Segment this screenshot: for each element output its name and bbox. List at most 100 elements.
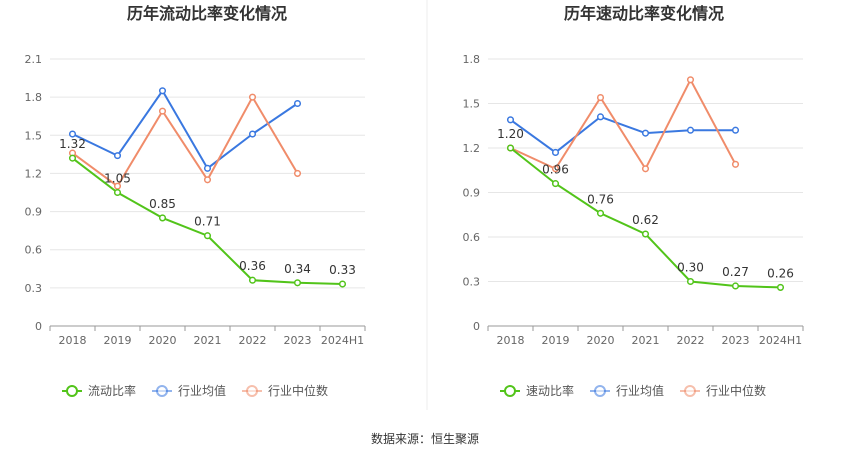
- x-tick-label: 2024H1: [321, 334, 364, 347]
- y-tick-label: 1.2: [25, 167, 43, 180]
- source-note: 数据来源：恒生聚源: [371, 431, 479, 446]
- y-tick-label: 0.6: [463, 231, 481, 244]
- current-ratio-point: [338, 280, 347, 288]
- industry-mean-legend-marker: [594, 385, 606, 397]
- industry-mean-line: [72, 88, 299, 170]
- data-label: 1.05: [104, 172, 131, 186]
- industry-mean-point: [686, 126, 695, 134]
- y-tick-label: 2.1: [25, 53, 43, 66]
- x-tick-label: 2019: [542, 334, 570, 347]
- data-label: 0.30: [677, 261, 704, 275]
- industry-mean-point: [293, 99, 302, 108]
- data-label: 0.36: [239, 259, 266, 273]
- x-tick-label: 2018: [59, 334, 87, 347]
- industry-mean-point: [506, 116, 515, 124]
- industry-median-point: [731, 160, 740, 168]
- y-tick-label: 1.5: [25, 129, 43, 142]
- industry-mean-point: [641, 129, 650, 137]
- industry-median-line: [510, 77, 737, 171]
- industry-median-point: [248, 93, 257, 101]
- quick-ratio-point: [686, 277, 695, 286]
- current-ratio-point: [293, 279, 302, 287]
- data-label: 1.32: [59, 137, 86, 151]
- quick-ratio-point: [731, 282, 740, 290]
- y-tick-label: 1.2: [463, 142, 481, 155]
- x-tick-label: 2023: [284, 334, 312, 347]
- current-ratio-point: [248, 276, 257, 284]
- current-ratio-point: [68, 154, 77, 162]
- x-tick-label: 2021: [194, 334, 222, 347]
- industry-mean-point: [158, 87, 167, 95]
- quick-ratio-point: [551, 180, 560, 188]
- current-ratio-point: [203, 232, 212, 240]
- industry-mean-point: [248, 130, 257, 138]
- quick-ratio-panel: 历年速动比率变化情况 0 0.3 0.6 0.9 1.2 1.5 1.8 2018 2019 202…: [463, 4, 804, 398]
- industry-median-line: [71, 95, 299, 188]
- quick-ratio-legend-label: 速动比率: [526, 383, 574, 398]
- quick-ratio-point: [776, 283, 785, 291]
- data-label: 0.27: [722, 265, 749, 279]
- x-tick-label: 2020: [587, 334, 615, 347]
- y-tick-label: 0.6: [25, 244, 43, 257]
- industry-mean-point: [113, 152, 122, 160]
- industry-mean-point: [68, 130, 77, 138]
- industry-median-point: [686, 76, 695, 84]
- y-tick-label: 1.8: [25, 91, 43, 104]
- industry-median-legend-label: 行业中位数: [706, 383, 766, 398]
- industry-mean-legend-label: 行业均值: [178, 383, 226, 398]
- quick-ratio-point: [641, 230, 650, 238]
- industry-median-legend-marker: [684, 385, 696, 397]
- data-label: 0.62: [632, 213, 659, 227]
- current-ratio-point: [158, 214, 167, 222]
- x-tick-label: 2019: [104, 334, 132, 347]
- data-label: 0.71: [194, 215, 221, 229]
- industry-median-point: [113, 182, 122, 190]
- industry-median-point: [551, 165, 560, 173]
- industry-median-point: [641, 165, 650, 173]
- x-tick-label: 2023: [722, 334, 750, 347]
- x-tick-label: 2022: [677, 334, 705, 347]
- industry-median-legend-label: 行业中位数: [268, 383, 328, 398]
- industry-mean-line: [509, 115, 736, 154]
- x-tick-label: 2022: [239, 334, 267, 347]
- y-tick-label: 0.3: [463, 276, 481, 289]
- data-label: 1.20: [497, 127, 524, 141]
- y-tick-label: 0: [473, 320, 480, 333]
- y-tick-label: 0.3: [25, 282, 43, 295]
- current-ratio-panel: 历年流动比率变化情况 0 0.3 0.6 0.9 1.2 1.5 1.8 2.1 2018 2019…: [25, 4, 366, 398]
- quick-ratio-point: [506, 144, 515, 152]
- data-label: 0.76: [587, 192, 614, 206]
- data-label: 0.96: [542, 163, 569, 177]
- chart-title: 历年流动比率变化情况: [127, 4, 287, 23]
- industry-mean-legend-marker: [156, 385, 168, 397]
- current-ratio-legend-label: 流动比率: [88, 383, 136, 398]
- x-tick-label: 2020: [149, 334, 177, 347]
- industry-mean-point: [731, 126, 740, 134]
- industry-mean-point: [596, 113, 605, 121]
- current-ratio-legend-marker: [66, 385, 78, 397]
- industry-mean-point: [203, 164, 212, 172]
- industry-median-point: [293, 169, 302, 177]
- chart-title: 历年速动比率变化情况: [564, 4, 724, 23]
- quick-ratio-point: [596, 209, 605, 217]
- quick-ratio-legend-marker: [504, 385, 516, 397]
- industry-median-legend-marker: [246, 385, 258, 397]
- industry-mean-point: [551, 148, 560, 156]
- industry-mean-legend-label: 行业均值: [616, 383, 664, 398]
- data-label: 0.26: [767, 266, 794, 280]
- current-ratio-point: [113, 188, 122, 197]
- data-label: 0.85: [149, 197, 176, 211]
- x-tick-label: 2024H1: [759, 334, 802, 347]
- industry-median-point: [596, 94, 605, 102]
- x-tick-label: 2018: [497, 334, 525, 347]
- data-label: 0.34: [284, 262, 311, 276]
- y-tick-label: 1.5: [463, 98, 481, 111]
- industry-median-point: [203, 176, 212, 184]
- y-tick-label: 1.8: [463, 53, 481, 66]
- data-label: 0.33: [329, 263, 356, 277]
- x-tick-label: 2021: [632, 334, 660, 347]
- y-tick-label: 0: [35, 320, 42, 333]
- y-tick-label: 0.9: [463, 187, 481, 200]
- industry-median-point: [158, 107, 167, 115]
